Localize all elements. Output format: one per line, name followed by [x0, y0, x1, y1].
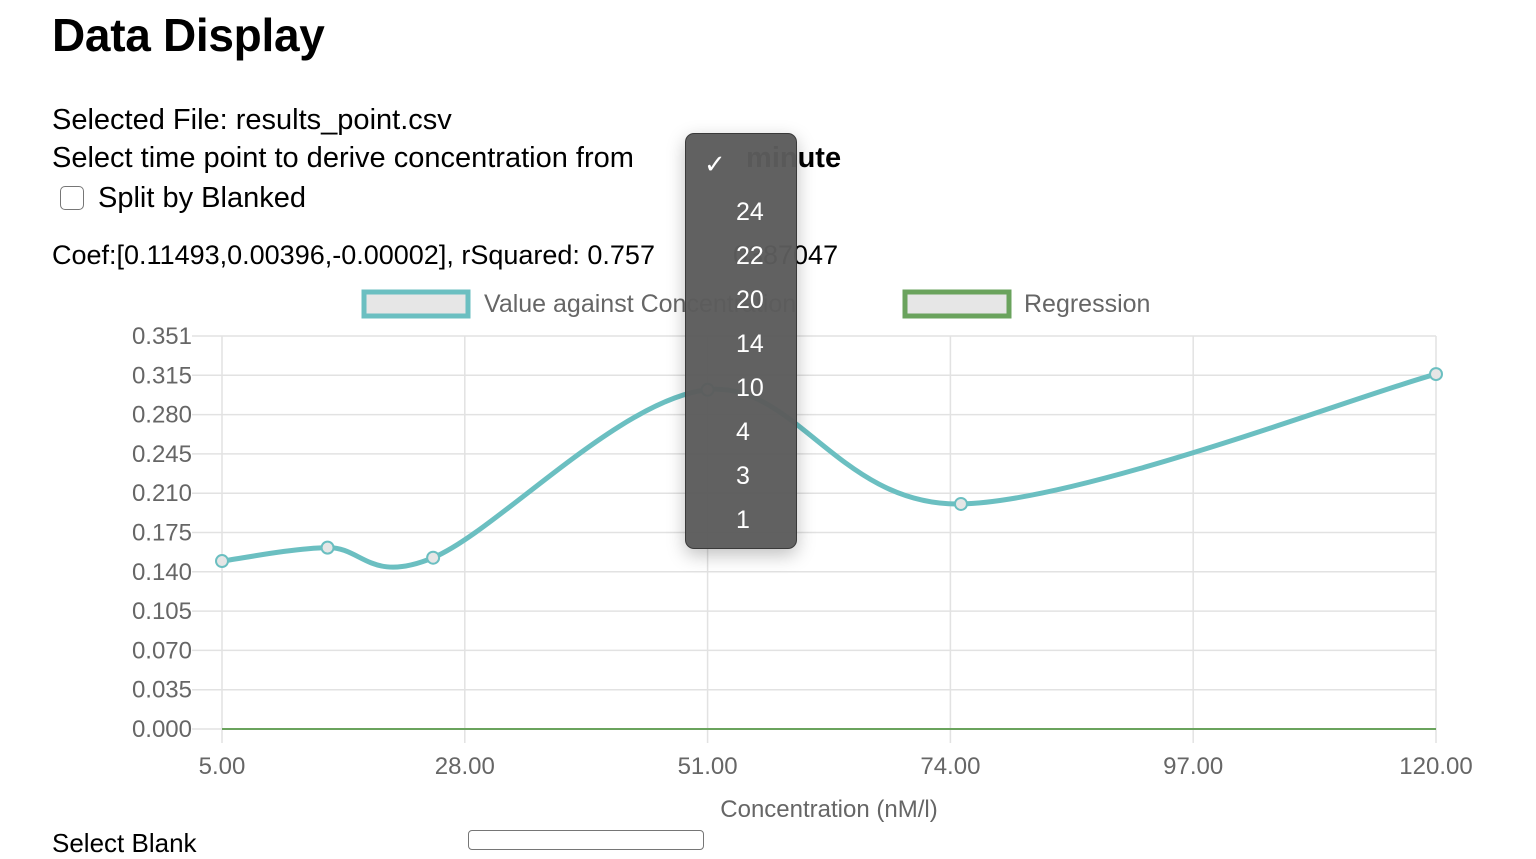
- dropdown-option-label: 22: [736, 242, 764, 270]
- x-axis-title: Concentration (nM/l): [720, 796, 937, 823]
- data-point: [320, 540, 335, 555]
- chart-legend: Value against Concentration Regression: [361, 289, 1150, 319]
- data-point: [215, 554, 229, 569]
- checkmark-icon: ✓: [704, 149, 726, 179]
- selected-file-name: results_point.csv: [235, 104, 452, 136]
- split-by-blanked-checkbox[interactable]: [60, 186, 84, 210]
- y-tick-label: 0.351: [132, 323, 192, 350]
- y-tick-label: 0.140: [132, 559, 192, 586]
- series-line-value: [221, 371, 1437, 570]
- dropdown-option-label: 24: [736, 198, 764, 226]
- legend-swatch: [902, 289, 1012, 319]
- split-by-blanked-label: Split by Blanked: [98, 182, 306, 214]
- time-point-dropdown-menu[interactable]: ✓ 24 22 20 14 10 4 3 1: [685, 133, 797, 549]
- select-blank-select[interactable]: [468, 830, 704, 850]
- dropdown-option-label: 1: [736, 506, 750, 534]
- dropdown-option-label: 14: [736, 330, 764, 358]
- y-tick-label: 0.210: [132, 480, 192, 507]
- data-point: [1429, 367, 1443, 382]
- dropdown-option[interactable]: 22: [686, 234, 796, 278]
- y-tick-label: 0.280: [132, 402, 192, 429]
- x-tick-label: 5.00: [199, 753, 246, 780]
- legend-swatch: [361, 289, 471, 319]
- page-title: Data Display: [52, 9, 325, 61]
- dropdown-option[interactable]: 1: [686, 498, 796, 542]
- line-chart: Value against Concentration Regression 0.…: [132, 289, 1473, 823]
- split-by-blanked-row[interactable]: Split by Blanked: [60, 180, 306, 216]
- dropdown-option[interactable]: 4: [686, 410, 796, 454]
- time-point-prompt: Select time point to derive concentratio…: [52, 142, 634, 174]
- dropdown-option-label: 4: [736, 418, 750, 446]
- selected-file-line: Selected File: results_point.csv: [52, 102, 452, 138]
- dropdown-option[interactable]: 24: [686, 190, 796, 234]
- coef-text-head: Coef:[0.11493,0.00396,-0.00002], rSquare…: [52, 240, 655, 270]
- dropdown-option[interactable]: 10: [686, 366, 796, 410]
- y-tick-label: 0.070: [132, 637, 192, 664]
- chart-grid: [192, 335, 1437, 743]
- y-tick-label: 0.245: [132, 441, 192, 468]
- select-blank-label: Select Blank: [52, 828, 197, 858]
- y-tick-label: 0.175: [132, 520, 192, 547]
- y-tick-label: 0.315: [132, 362, 192, 389]
- data-point: [426, 550, 441, 565]
- dropdown-option-label: 20: [736, 286, 764, 314]
- dropdown-option-label: 10: [736, 374, 764, 402]
- x-tick-label: 74.00: [920, 753, 980, 780]
- legend-label: Regression: [1024, 290, 1150, 318]
- y-tick-label: 0.000: [132, 716, 192, 743]
- dropdown-option[interactable]: 14: [686, 322, 796, 366]
- x-tick-label: 28.00: [435, 753, 495, 780]
- dropdown-option[interactable]: ✓: [686, 146, 796, 190]
- y-tick-label: 0.105: [132, 598, 192, 625]
- selected-file-label: Selected File:: [52, 104, 228, 136]
- y-axis-ticks: 0.351 0.315 0.280 0.245 0.210 0.175 0.140 0.105…: [132, 323, 192, 743]
- x-tick-label: 51.00: [678, 753, 738, 780]
- dropdown-option[interactable]: 3: [686, 454, 796, 498]
- x-tick-label: 120.00: [1399, 753, 1472, 780]
- x-tick-label: 97.00: [1163, 753, 1223, 780]
- chart-series: [215, 367, 1443, 730]
- dropdown-option-label: 3: [736, 462, 750, 490]
- x-axis-ticks: 5.00 28.00 51.00 74.00 97.00 120.00: [199, 753, 1473, 780]
- data-point: [953, 496, 968, 511]
- dropdown-option[interactable]: 20: [686, 278, 796, 322]
- y-tick-label: 0.035: [132, 677, 192, 704]
